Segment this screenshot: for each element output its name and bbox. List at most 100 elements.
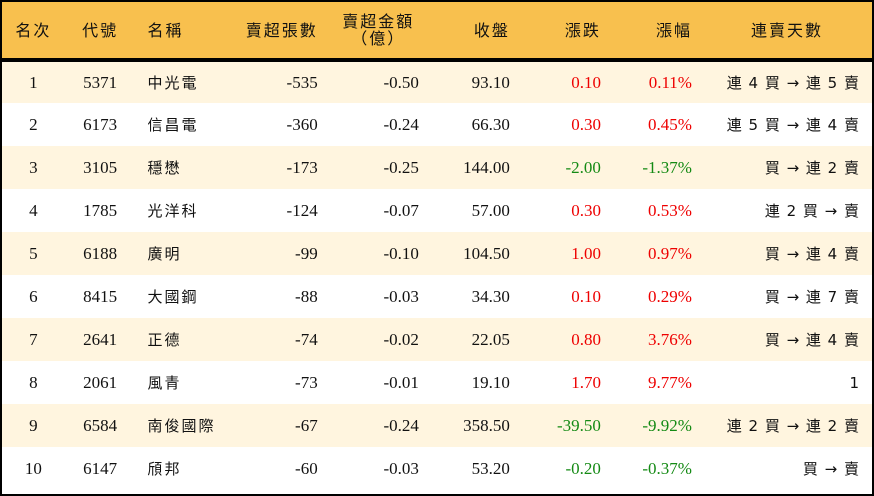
sell-amount-cell: -0.24 [383, 114, 419, 134]
header-row: 名次 代號 名稱 賣超張數 賣超金額 （億） 收盤 漲跌 漲幅 連賣天數 [2, 2, 872, 60]
close-cell: 66.30 [471, 114, 510, 134]
code-cell: 5371 [83, 72, 118, 92]
table-row: 9 6584 南俊國際 -67 -0.24 358.50 -39.50 -9.9… [2, 404, 872, 447]
table-row: 10 6147 頎邦 -60 -0.03 53.20 -0.20 -0.37% … [2, 447, 872, 490]
sell-amount-cell: -0.50 [383, 72, 419, 92]
header-sell-amount-line1: 賣超金額 [342, 12, 415, 31]
code-cell: 6584 [83, 415, 118, 435]
sell-volume-cell: -99 [295, 243, 318, 263]
sell-amount-cell: -0.02 [383, 329, 419, 349]
close-cell: 93.10 [471, 72, 510, 92]
table-row: 3 3105 穩懋 -173 -0.25 144.00 -2.00 -1.37%… [2, 146, 872, 189]
sell-amount-cell: -0.01 [383, 372, 419, 392]
sell-amount-cell: -0.07 [383, 200, 419, 220]
name-cell: 廣明 [147, 245, 182, 263]
change-pct-cell: 0.45% [648, 114, 692, 134]
name-cell: 大國鋼 [147, 288, 199, 306]
code-cell: 6147 [83, 458, 118, 478]
change-pct-cell: 9.77% [648, 372, 692, 392]
close-cell: 104.50 [463, 243, 510, 263]
rank-cell: 9 [29, 415, 38, 435]
change-pct-cell: 0.53% [648, 200, 692, 220]
header-change: 漲跌 [564, 20, 601, 40]
sell-amount-cell: -0.10 [383, 243, 419, 263]
rank-cell: 1 [29, 72, 38, 92]
change-pct-cell: -0.37% [642, 458, 692, 478]
sell-volume-cell: -360 [286, 114, 318, 134]
table-row: 8 2061 風青 -73 -0.01 19.10 1.70 9.77% 1 [2, 361, 872, 404]
code-cell: 2641 [83, 329, 118, 349]
name-cell: 中光電 [147, 74, 199, 92]
sell-amount-cell: -0.25 [383, 157, 419, 177]
change-cell: -2.00 [565, 157, 601, 177]
streak-cell: 連 2 買 → 賣 [764, 202, 860, 220]
change-cell: 1.70 [571, 372, 601, 392]
header-name: 名稱 [147, 20, 184, 40]
table-row: 7 2641 正德 -74 -0.02 22.05 0.80 3.76% 買 →… [2, 318, 872, 361]
close-cell: 22.05 [471, 329, 510, 349]
table-row: 1 5371 中光電 -535 -0.50 93.10 0.10 0.11% 連… [2, 60, 872, 103]
header-close: 收盤 [473, 20, 510, 40]
code-cell: 6173 [83, 114, 118, 134]
rank-cell: 8 [29, 372, 38, 392]
change-pct-cell: 0.97% [648, 243, 692, 263]
sell-volume-cell: -67 [295, 415, 318, 435]
name-cell: 頎邦 [147, 460, 182, 478]
change-cell: 0.80 [571, 329, 601, 349]
table-row: 4 1785 光洋科 -124 -0.07 57.00 0.30 0.53% 連… [2, 189, 872, 232]
code-cell: 6188 [83, 243, 118, 263]
sell-volume-cell: -60 [295, 458, 318, 478]
rank-cell: 4 [29, 200, 38, 220]
change-cell: -39.50 [557, 415, 601, 435]
rank-cell: 2 [29, 114, 38, 134]
table-body: 1 5371 中光電 -535 -0.50 93.10 0.10 0.11% 連… [2, 60, 872, 490]
sell-volume-cell: -535 [286, 72, 318, 92]
streak-cell: 1 [849, 373, 860, 392]
change-pct-cell: 0.29% [648, 286, 692, 306]
streak-cell: 買 → 連 4 賣 [764, 331, 860, 349]
change-cell: 0.10 [571, 72, 601, 92]
change-cell: 1.00 [571, 243, 601, 263]
header-change-pct: 漲幅 [655, 20, 692, 40]
streak-cell: 連 2 買 → 連 2 賣 [726, 417, 860, 435]
header-code: 代號 [82, 20, 119, 40]
streak-cell: 買 → 賣 [802, 460, 860, 478]
name-cell: 光洋科 [147, 202, 199, 220]
name-cell: 穩懋 [147, 159, 182, 177]
name-cell: 正德 [147, 331, 182, 349]
change-cell: 0.30 [571, 200, 601, 220]
net-sell-ranking-table: 名次 代號 名稱 賣超張數 賣超金額 （億） 收盤 漲跌 漲幅 連賣天數 1 5… [2, 2, 872, 490]
rank-cell: 6 [29, 286, 38, 306]
change-pct-cell: -1.37% [642, 157, 692, 177]
header-streak: 連賣天數 [750, 20, 823, 40]
sell-amount-cell: -0.03 [383, 458, 419, 478]
name-cell: 南俊國際 [147, 417, 216, 435]
code-cell: 8415 [83, 286, 118, 306]
close-cell: 358.50 [463, 415, 510, 435]
table-row: 5 6188 廣明 -99 -0.10 104.50 1.00 0.97% 買 … [2, 232, 872, 275]
rank-cell: 10 [24, 458, 42, 478]
close-cell: 19.10 [471, 372, 510, 392]
sell-amount-cell: -0.24 [383, 415, 419, 435]
sell-volume-cell: -88 [295, 286, 318, 306]
change-cell: -0.20 [565, 458, 601, 478]
rank-cell: 3 [29, 157, 38, 177]
sell-volume-cell: -73 [295, 372, 318, 392]
change-pct-cell: 0.11% [648, 72, 692, 92]
sell-amount-cell: -0.03 [383, 286, 419, 306]
close-cell: 53.20 [471, 458, 510, 478]
name-cell: 風青 [147, 374, 182, 392]
code-cell: 1785 [83, 200, 118, 220]
table-row: 2 6173 信昌電 -360 -0.24 66.30 0.30 0.45% 連… [2, 103, 872, 146]
close-cell: 144.00 [463, 157, 510, 177]
sell-volume-cell: -74 [295, 329, 318, 349]
change-pct-cell: 3.76% [648, 329, 692, 349]
sell-volume-cell: -173 [286, 157, 318, 177]
close-cell: 57.00 [471, 200, 510, 220]
name-cell: 信昌電 [147, 116, 199, 134]
streak-cell: 買 → 連 7 賣 [764, 288, 860, 306]
change-cell: 0.30 [571, 114, 601, 134]
streak-cell: 買 → 連 4 賣 [764, 245, 860, 263]
header-sell-volume: 賣超張數 [245, 20, 318, 40]
streak-cell: 連 5 買 → 連 4 賣 [726, 116, 860, 134]
